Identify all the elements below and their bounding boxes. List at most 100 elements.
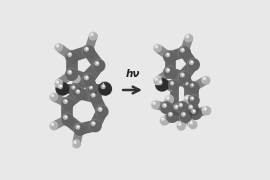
- Circle shape: [168, 79, 179, 91]
- Circle shape: [153, 76, 162, 85]
- Circle shape: [184, 96, 193, 105]
- Circle shape: [186, 102, 199, 116]
- Circle shape: [73, 141, 77, 144]
- Circle shape: [91, 121, 96, 126]
- Circle shape: [74, 88, 86, 100]
- Circle shape: [73, 87, 86, 100]
- Circle shape: [84, 47, 89, 52]
- Circle shape: [89, 85, 93, 90]
- Circle shape: [83, 46, 95, 58]
- Circle shape: [55, 82, 69, 96]
- Circle shape: [49, 121, 58, 130]
- Circle shape: [62, 114, 74, 126]
- Circle shape: [185, 34, 193, 43]
- Circle shape: [56, 44, 59, 48]
- Circle shape: [163, 66, 176, 79]
- Circle shape: [165, 96, 174, 105]
- Circle shape: [174, 104, 179, 109]
- Circle shape: [187, 36, 189, 37]
- Circle shape: [65, 100, 67, 102]
- Circle shape: [170, 112, 172, 115]
- Circle shape: [188, 104, 193, 109]
- Circle shape: [90, 32, 98, 41]
- Circle shape: [73, 140, 81, 148]
- Circle shape: [101, 82, 109, 90]
- Circle shape: [155, 76, 163, 85]
- Circle shape: [179, 72, 191, 84]
- Circle shape: [92, 34, 93, 35]
- Circle shape: [181, 73, 184, 76]
- Circle shape: [56, 81, 59, 84]
- Circle shape: [178, 76, 183, 81]
- Circle shape: [177, 122, 186, 131]
- Circle shape: [168, 112, 173, 117]
- Circle shape: [87, 84, 98, 95]
- Circle shape: [176, 101, 188, 113]
- Circle shape: [155, 78, 169, 92]
- Circle shape: [187, 103, 199, 116]
- Circle shape: [75, 89, 80, 94]
- Circle shape: [177, 76, 188, 87]
- Circle shape: [96, 62, 99, 64]
- Circle shape: [179, 47, 191, 59]
- Circle shape: [180, 77, 182, 79]
- Circle shape: [161, 102, 173, 114]
- Circle shape: [92, 59, 105, 72]
- Circle shape: [67, 52, 72, 57]
- Circle shape: [171, 82, 173, 84]
- Circle shape: [88, 91, 102, 104]
- Circle shape: [201, 105, 211, 115]
- Circle shape: [54, 43, 63, 52]
- Circle shape: [166, 96, 170, 100]
- Circle shape: [204, 108, 206, 109]
- Circle shape: [167, 53, 169, 55]
- Circle shape: [185, 96, 189, 100]
- Circle shape: [69, 71, 71, 73]
- Circle shape: [103, 83, 104, 84]
- Circle shape: [59, 85, 62, 87]
- Circle shape: [100, 84, 106, 89]
- Circle shape: [73, 76, 77, 79]
- Circle shape: [180, 111, 192, 123]
- Circle shape: [151, 101, 160, 110]
- Circle shape: [161, 117, 165, 121]
- Circle shape: [65, 50, 78, 63]
- Circle shape: [202, 106, 211, 115]
- Circle shape: [183, 79, 194, 91]
- Circle shape: [63, 115, 68, 120]
- Circle shape: [184, 34, 193, 42]
- Circle shape: [203, 107, 207, 111]
- Circle shape: [186, 97, 188, 98]
- Circle shape: [72, 139, 81, 148]
- Circle shape: [92, 93, 95, 96]
- Circle shape: [202, 76, 210, 85]
- Circle shape: [66, 69, 78, 81]
- Circle shape: [164, 104, 166, 106]
- Circle shape: [154, 77, 162, 86]
- Circle shape: [99, 83, 112, 96]
- Circle shape: [66, 51, 78, 63]
- Circle shape: [204, 78, 206, 79]
- Circle shape: [201, 76, 210, 85]
- Circle shape: [178, 103, 183, 107]
- Circle shape: [173, 103, 185, 116]
- Circle shape: [95, 105, 109, 118]
- Circle shape: [178, 122, 181, 126]
- Circle shape: [70, 85, 81, 95]
- Circle shape: [154, 44, 162, 53]
- Circle shape: [156, 79, 169, 92]
- Circle shape: [99, 108, 102, 110]
- Circle shape: [190, 105, 192, 108]
- Circle shape: [52, 94, 53, 96]
- Circle shape: [55, 44, 63, 52]
- Circle shape: [164, 67, 176, 79]
- Circle shape: [186, 82, 188, 84]
- Circle shape: [179, 123, 181, 125]
- Circle shape: [55, 80, 63, 88]
- Circle shape: [67, 70, 72, 75]
- Circle shape: [183, 112, 185, 115]
- Circle shape: [166, 110, 179, 123]
- Circle shape: [72, 75, 81, 83]
- Circle shape: [98, 82, 112, 96]
- Circle shape: [157, 78, 159, 79]
